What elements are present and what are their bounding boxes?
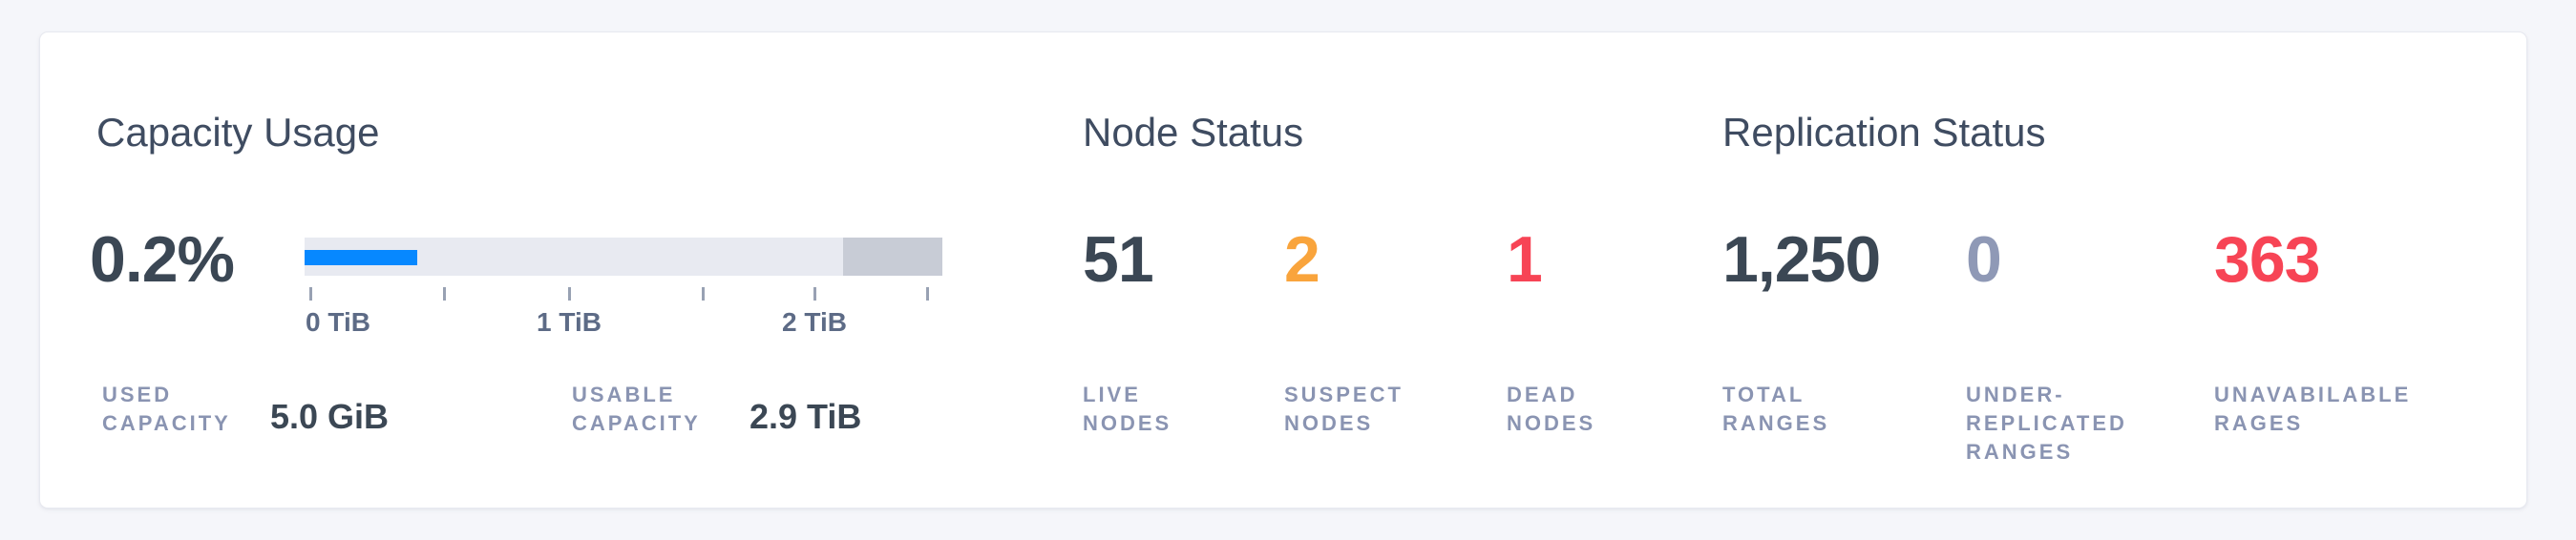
unavailable-ranges-value: 363	[2214, 223, 2320, 296]
replication-status-title: Replication Status	[1722, 110, 2046, 155]
capacity-bar-track	[305, 238, 942, 276]
total-ranges-label: TOTAL RANGES	[1722, 383, 1830, 435]
suspect-nodes-value: 2	[1284, 223, 1320, 296]
suspect-nodes-label: SUSPECT NODES	[1284, 383, 1404, 435]
axis-tick	[813, 287, 816, 301]
axis-tick	[443, 287, 446, 301]
under-replicated-ranges-value: 0	[1966, 223, 2002, 296]
node-status-title: Node Status	[1083, 110, 1304, 155]
under-replicated-ranges-label: UNDER- REPLICATED RANGES	[1966, 383, 2127, 464]
cluster-summary-card: Capacity Usage 0.2% 0 TiB 1 TiB 2 TiB US…	[39, 31, 2527, 509]
used-capacity-label: USED CAPACITY	[102, 383, 231, 435]
dead-nodes-value: 1	[1507, 223, 1543, 296]
total-ranges-value: 1,250	[1722, 223, 1881, 296]
axis-tick	[568, 287, 571, 301]
axis-tick	[926, 287, 929, 301]
live-nodes-label: LIVE NODES	[1083, 383, 1172, 435]
capacity-used-percent: 0.2%	[90, 223, 235, 296]
axis-tick-label-0tib: 0 TiB	[306, 307, 370, 337]
live-nodes-value: 51	[1083, 223, 1154, 296]
capacity-bar-used-segment	[305, 250, 418, 265]
axis-tick	[702, 287, 705, 301]
usable-capacity-value: 2.9 TiB	[750, 397, 862, 436]
dead-nodes-label: DEAD NODES	[1507, 383, 1596, 435]
axis-tick-label-2tib: 2 TiB	[782, 307, 847, 337]
capacity-bar-reserved-segment	[842, 238, 942, 276]
capacity-usage-title: Capacity Usage	[96, 110, 380, 155]
axis-tick	[309, 287, 312, 301]
axis-tick-label-1tib: 1 TiB	[537, 307, 602, 337]
used-capacity-value: 5.0 GiB	[270, 397, 390, 436]
usable-capacity-label: USABLE CAPACITY	[572, 383, 701, 435]
unavailable-ranges-label: UNAVABILABLE RAGES	[2214, 383, 2412, 435]
